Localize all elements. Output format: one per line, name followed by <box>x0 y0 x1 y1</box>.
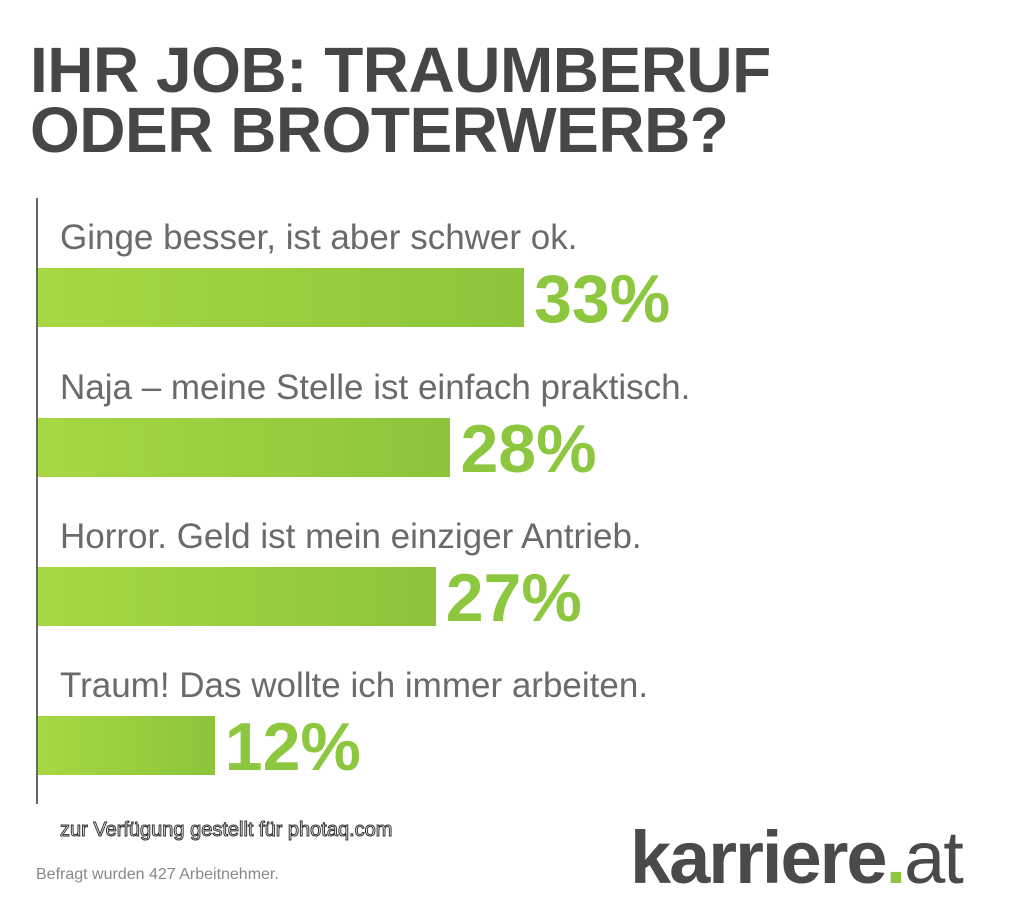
logo-dot: . <box>885 816 907 899</box>
value-label: 28% <box>460 411 597 487</box>
bar <box>38 418 451 477</box>
title-line-1: IHR JOB: TRAUMBERUF <box>30 34 771 106</box>
category-label: Horror. Geld ist mein einziger Antrieb. <box>60 517 642 556</box>
category-label: Naja – meine Stelle ist einfach praktisc… <box>60 368 691 407</box>
bar <box>38 268 525 327</box>
bar <box>38 567 436 626</box>
value-label: 33% <box>534 261 671 337</box>
watermark: zur Verfügung gestellt für photaq.com <box>59 819 393 842</box>
footnote: Befragt wurden 427 Arbeitnehmer. <box>36 866 279 883</box>
logo-main: karriere <box>630 816 888 899</box>
category-label: Ginge besser, ist aber schwer ok. <box>60 218 578 257</box>
category-label: Traum! Das wollte ich immer arbeiten. <box>60 666 649 705</box>
bar <box>38 716 215 775</box>
logo-suffix: at <box>904 816 964 899</box>
value-label: 27% <box>445 560 582 636</box>
chart-title: IHR JOB: TRAUMBERUF ODER BROTERWERB? <box>30 34 771 166</box>
value-label: 12% <box>224 709 361 785</box>
title-line-2: ODER BROTERWERB? <box>30 94 729 166</box>
y-axis-line <box>36 198 38 804</box>
karriere-logo: karriere.at <box>630 815 964 900</box>
